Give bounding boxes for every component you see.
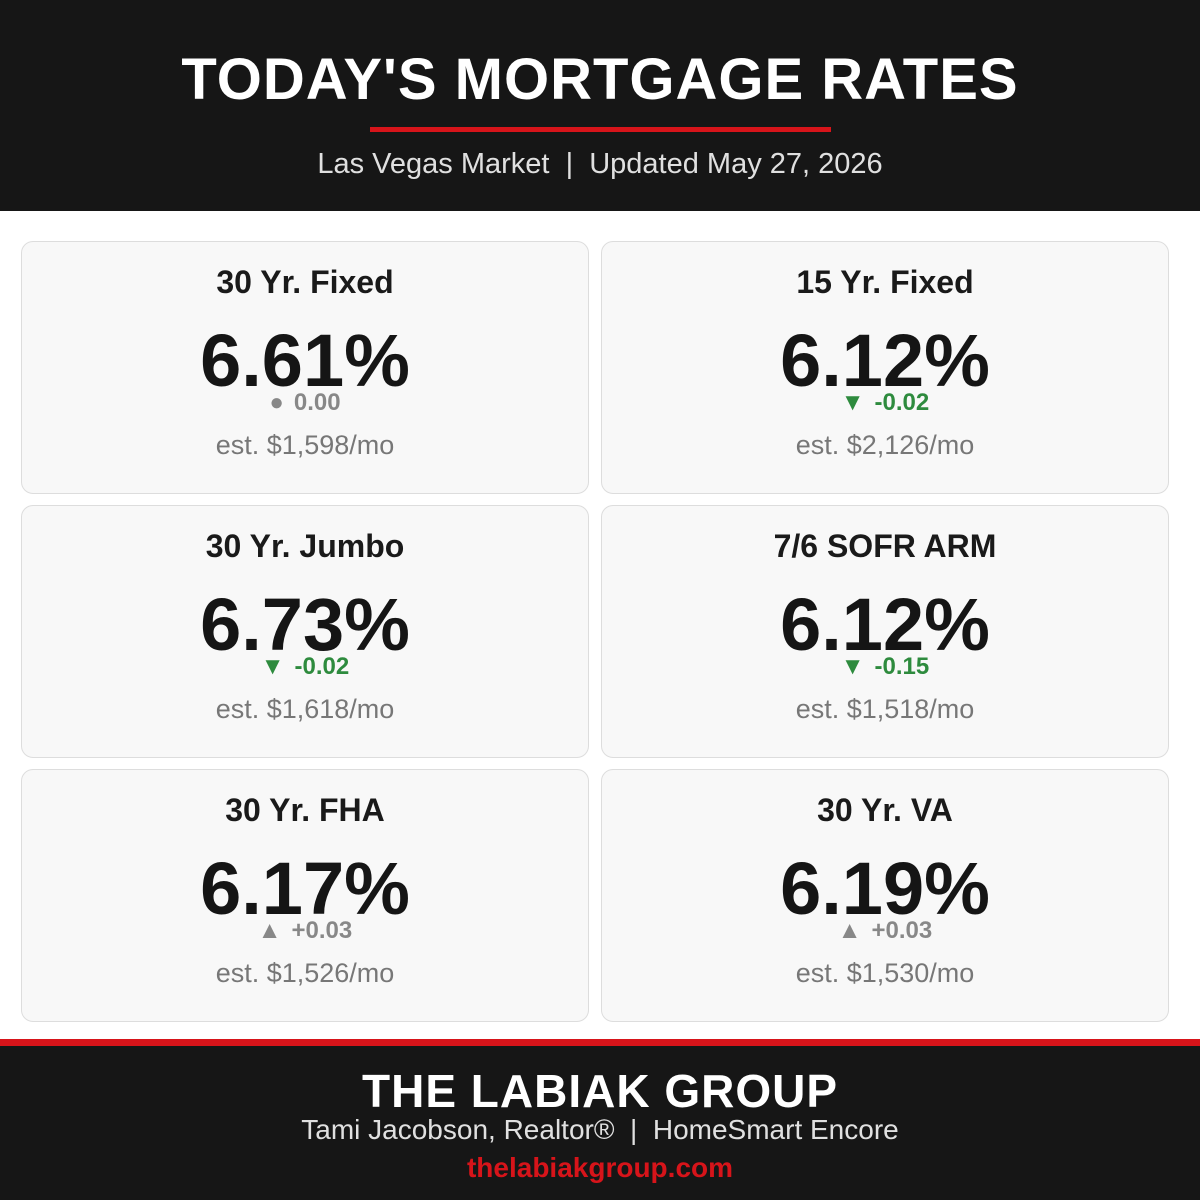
accent-line (370, 127, 831, 132)
rate: 6.12% (780, 319, 990, 402)
change-indicator: ▼ (260, 653, 285, 680)
monthly-payment: est. $1,526/mo (215, 958, 395, 988)
rate-change: ▲ +0.03 (22, 917, 588, 945)
change-indicator: ● (269, 389, 284, 416)
rate: 6.61% (200, 319, 410, 402)
rate-card: 30 Yr. VA 6.19% ▲ +0.03 est. $1,530/mo (601, 769, 1169, 1022)
change-indicator: ▼ (840, 653, 865, 680)
rate: 6.17% (200, 847, 410, 930)
header-bar (0, 0, 1200, 211)
monthly-payment: est. $1,598/mo (215, 430, 395, 460)
rate-change: ▼ -0.02 (22, 653, 588, 681)
monthly-payment: est. $1,518/mo (795, 694, 975, 724)
website: thelabiakgroup.com (466, 1152, 734, 1183)
monthly-payment: est. $1,530/mo (795, 958, 975, 988)
loan-type: 30 Yr. Jumbo (205, 528, 405, 564)
rate: 6.12% (780, 583, 990, 666)
loan-type: 30 Yr. Fixed (216, 264, 394, 300)
byline: Tami Jacobson, Realtor® | HomeSmart Enco… (301, 1114, 899, 1145)
footer-bar (0, 1046, 1200, 1200)
rate-change: ● 0.00 (22, 389, 588, 417)
brand: THE LABIAK GROUP (362, 1065, 838, 1117)
change-value: 0.00 (293, 389, 341, 416)
rate: 6.19% (780, 847, 990, 930)
rate-card: 30 Yr. FHA 6.17% ▲ +0.03 est. $1,526/mo (21, 769, 589, 1022)
accent-line (0, 1039, 1200, 1046)
change-indicator: ▲ (837, 917, 862, 944)
monthly-payment: est. $1,618/mo (215, 694, 395, 724)
change-indicator: ▼ (840, 389, 865, 416)
loan-type: 15 Yr. Fixed (796, 264, 974, 300)
rate-change: ▼ -0.02 (602, 389, 1168, 417)
change-indicator: ▲ (257, 917, 282, 944)
change-value: -0.15 (874, 653, 930, 680)
rate-card: 30 Yr. Jumbo 6.73% ▼ -0.02 est. $1,618/mo (21, 505, 589, 758)
rate-card: 15 Yr. Fixed 6.12% ▼ -0.02 est. $2,126/mo (601, 241, 1169, 494)
rate-card: 30 Yr. Fixed 6.61% ● 0.00 est. $1,598/mo (21, 241, 589, 494)
rate-card: 7/6 SOFR ARM 6.12% ▼ -0.15 est. $1,518/mo (601, 505, 1169, 758)
loan-type: 30 Yr. FHA (225, 792, 385, 828)
loan-type: 30 Yr. VA (817, 792, 953, 828)
rate: 6.73% (200, 583, 410, 666)
subtitle: Las Vegas Market | Updated May 27, 2026 (317, 148, 883, 180)
title: TODAY'S MORTGAGE RATES (181, 47, 1019, 112)
change-value: +0.03 (291, 917, 353, 944)
change-value: +0.03 (871, 917, 933, 944)
change-value: -0.02 (874, 389, 930, 416)
rate-change: ▼ -0.15 (602, 653, 1168, 681)
monthly-payment: est. $2,126/mo (795, 430, 975, 460)
rate-change: ▲ +0.03 (602, 917, 1168, 945)
change-value: -0.02 (294, 653, 350, 680)
loan-type: 7/6 SOFR ARM (773, 528, 997, 564)
